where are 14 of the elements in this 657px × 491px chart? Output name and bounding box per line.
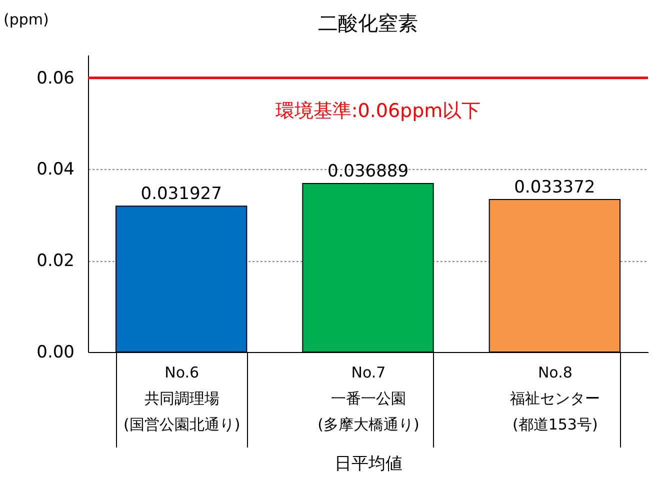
- y-tick-label: 0.04: [36, 160, 74, 180]
- y-tick-label: 0.02: [36, 251, 74, 272]
- y-tick-label: 0.06: [36, 68, 74, 88]
- x-tick-label: No.7 一番一公園 (多摩大橋通り): [318, 364, 420, 434]
- x-tick-label: No.8 福祉センター (都道153号): [510, 364, 600, 434]
- chart-title: 二酸化窒素: [318, 11, 418, 35]
- data-label: 0.031927: [140, 184, 222, 204]
- y-axis-title: (ppm): [4, 10, 49, 28]
- data-label: 0.033372: [514, 178, 596, 198]
- data-label: 0.036889: [327, 161, 409, 182]
- x-tick-label: No.6 共同調理場 (国営公園北通り): [123, 364, 240, 434]
- ref-line-label: 環境基準:0.06ppm以下: [275, 100, 481, 122]
- x-axis-title: 日平均値: [334, 454, 402, 474]
- y-tick-label: 0.00: [36, 342, 74, 362]
